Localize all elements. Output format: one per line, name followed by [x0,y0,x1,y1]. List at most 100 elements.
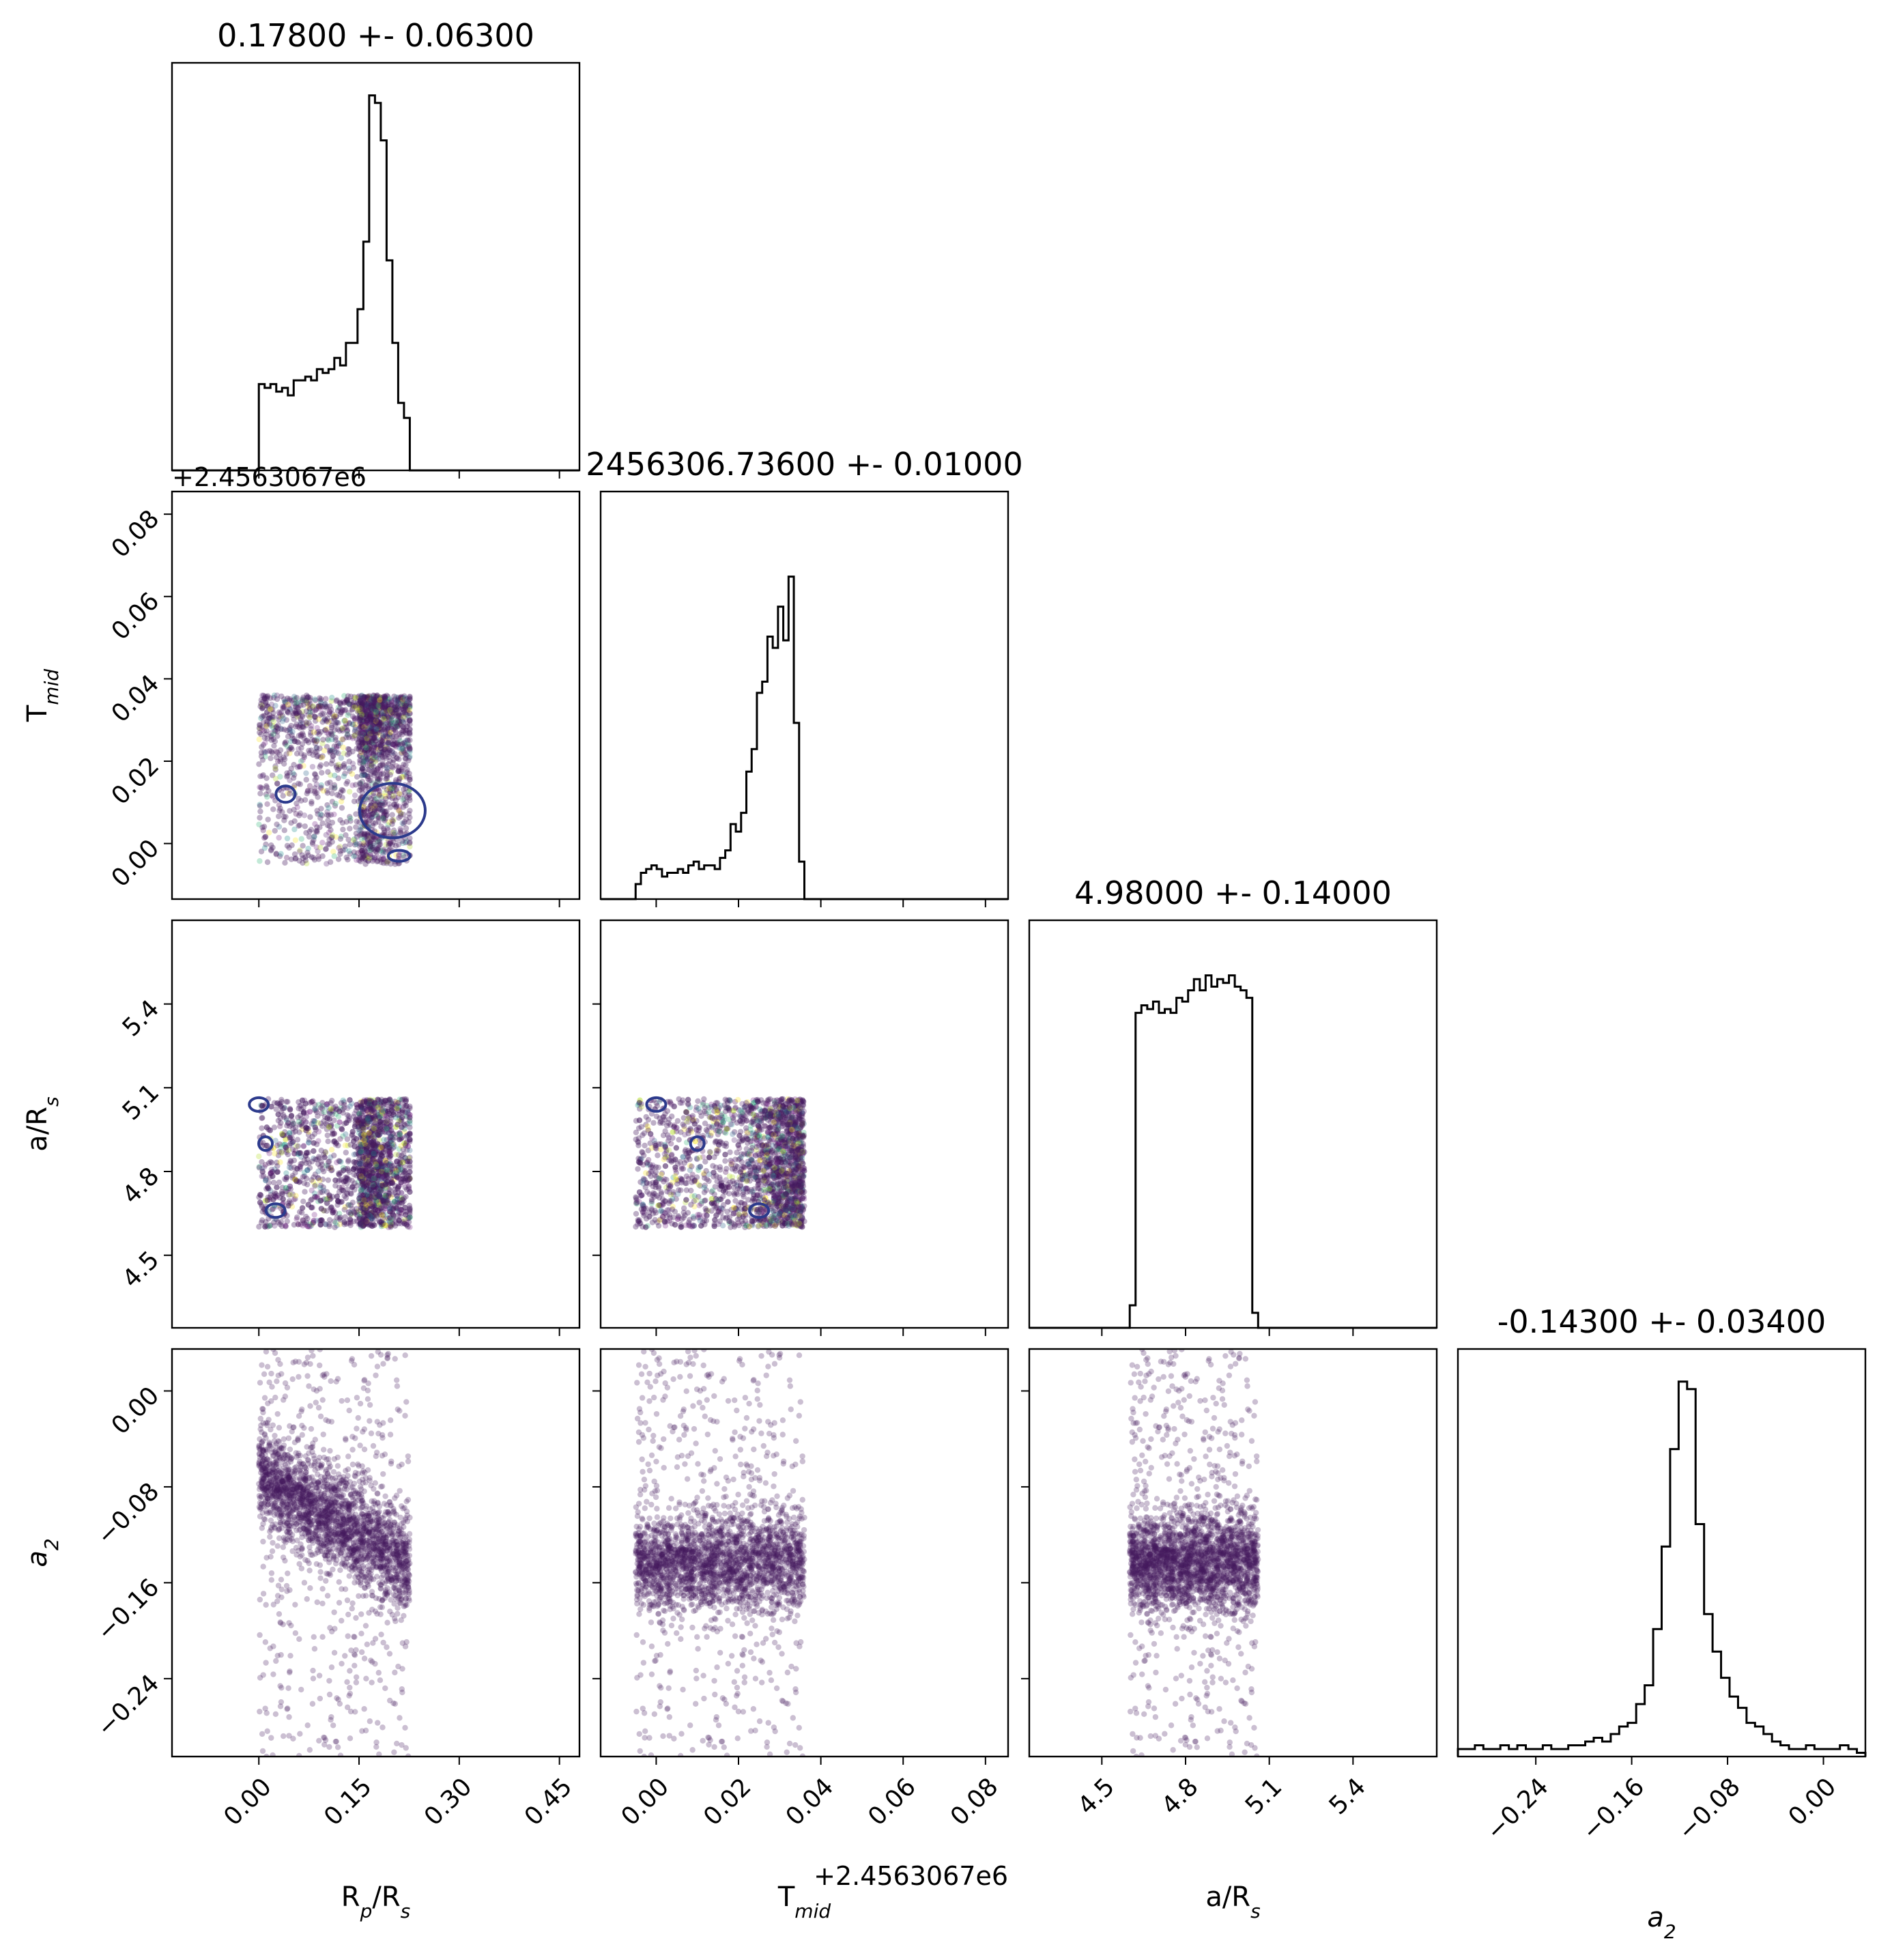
scatter-point [299,836,304,842]
scatter-point [364,1144,370,1150]
scatter-point [296,1221,301,1227]
scatter-point [362,849,368,854]
scatter-point [403,1103,409,1109]
hist-bar [305,377,311,470]
scatter-point [373,726,379,732]
scatter-point [312,1183,317,1189]
scatter-point [407,1112,412,1118]
scatter-point [263,700,268,706]
scatter-point [294,695,300,700]
scatter-point [314,738,319,743]
scatter-point [371,1126,377,1131]
scatter-point [374,847,379,852]
scatter-point [285,1203,291,1208]
scatter-point [322,702,328,707]
scatter-point [354,729,360,735]
scatter-point [377,697,382,702]
scatter-point [289,1113,294,1118]
scatter-point [389,786,395,791]
scatter-point [259,825,265,830]
scatter-point [345,712,350,718]
scatter-point [264,1124,270,1130]
scatter-point [332,1178,338,1183]
scatter-point [285,734,291,739]
scatter-point [265,1197,270,1203]
scatter-point [361,769,367,774]
scatter-point [379,1182,385,1188]
panel-tmid-vs-rp: 0.000.020.040.060.08 [106,492,579,907]
scatter-point [396,756,401,762]
histogram-rp [172,96,579,470]
scatter-point [330,758,335,763]
scatter-point [318,1221,324,1227]
scatter-point [375,1141,380,1147]
scatter-point [371,700,377,705]
scatter-point [282,860,287,866]
scatter-point [291,819,297,824]
scatter-point [256,761,261,767]
scatter-point [404,767,410,772]
scatter-point [399,1197,405,1202]
scatter-point [257,1192,263,1197]
hist-bar [270,384,276,470]
scatter-point [356,1195,362,1201]
scatter-point [401,801,407,806]
scatter-point [381,1137,386,1142]
scatter-point [332,853,337,859]
scatter-point [355,850,360,855]
scatter-point [331,1152,336,1158]
scatter-point [272,765,278,771]
scatter-point [300,1098,305,1103]
scatter-point [325,1139,330,1144]
scatter-point [371,752,376,758]
scatter-point [275,758,281,764]
scatter-point [281,715,286,721]
panel-ars-vs-rp: 4.54.85.15.4 [117,920,579,1336]
scatter-point [402,1205,407,1210]
scatter-point [340,737,345,742]
scatter-point [315,753,321,758]
scatter-point [259,773,265,779]
scatter-point [375,1096,380,1102]
scatter-point [259,1217,265,1223]
scatter-point [368,778,373,783]
scatter-point [292,739,298,744]
scatter-point [399,767,404,772]
scatter-point [356,828,362,834]
hist-bar [352,343,358,470]
scatter-point [367,713,373,719]
scatter-point [374,1164,379,1169]
y-tick-label: 0.08 [106,505,165,563]
hist-bar [699,869,704,899]
scatter-point [259,1103,264,1109]
scatter-point [384,765,390,771]
scatter-point [281,1114,287,1120]
scatter-point [382,827,387,833]
scatter-point [394,1174,399,1179]
hist-bar [704,866,710,899]
scatter-point [393,797,399,803]
scatter-point [266,788,271,793]
scatter-point [298,745,304,750]
scatter-point [307,1109,313,1114]
scatter-point [356,1171,362,1177]
scatter-point [345,732,350,737]
scatter-point [397,701,403,707]
scatter-point [349,1184,355,1190]
y-tick-label: 4.8 [117,1162,164,1209]
scatter-point [339,787,345,793]
hist-bar [317,369,323,470]
scatter-point [371,1150,376,1156]
scatter-point [377,1113,383,1119]
scatter-point [296,1119,302,1124]
scatter-point [278,1103,283,1109]
scatter-point [392,724,398,730]
scatter-point [357,841,362,847]
scatter-point [263,1162,268,1167]
scatter-point [268,756,273,761]
scatter-point [311,729,317,735]
scatter-point [290,1139,296,1144]
scatter-point [329,1147,334,1152]
scatter-point [407,737,412,743]
scatter-point [306,1202,311,1207]
